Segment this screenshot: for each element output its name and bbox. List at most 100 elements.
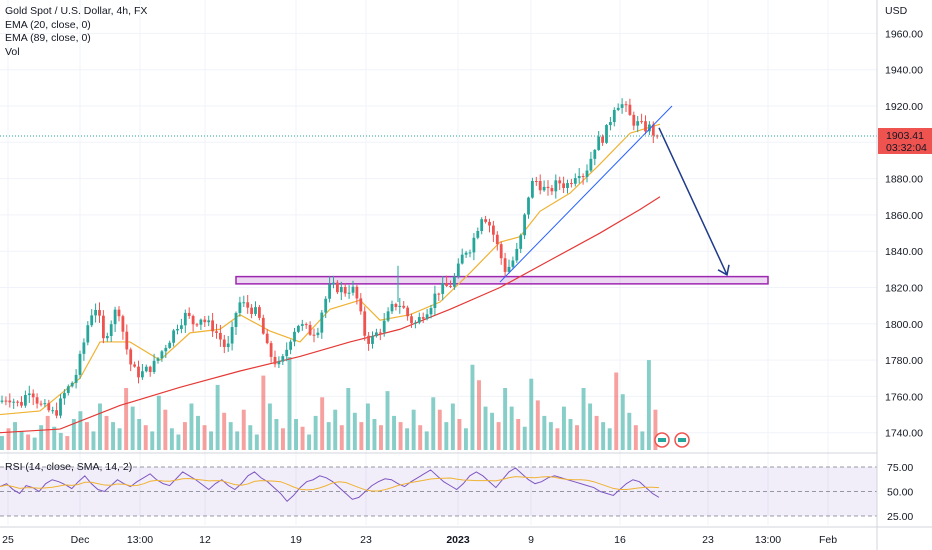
volume-bar xyxy=(91,431,96,450)
candle xyxy=(51,410,55,412)
price-tick-label: 1940.00 xyxy=(885,65,923,77)
volume-bar xyxy=(176,434,181,450)
candle xyxy=(293,331,296,342)
candle xyxy=(70,382,74,387)
candle xyxy=(468,252,472,254)
volume-bar xyxy=(490,412,495,450)
candle xyxy=(460,254,464,264)
candle xyxy=(511,260,515,267)
candle xyxy=(620,104,624,108)
time-tick-label: 16 xyxy=(614,534,626,546)
volume-bar xyxy=(58,432,63,450)
candle xyxy=(31,393,35,398)
candle xyxy=(141,371,144,378)
symbol-title[interactable]: Gold Spot / U.S. Dollar, 4h, FX xyxy=(5,5,148,17)
candle xyxy=(433,293,437,309)
candle xyxy=(43,403,47,405)
candle xyxy=(144,366,148,372)
ema20-legend[interactable]: EMA (20, close, 0) xyxy=(5,18,91,31)
volume-legend[interactable]: Vol xyxy=(5,45,20,58)
candle xyxy=(74,374,78,383)
volume-bar xyxy=(248,425,253,450)
rsi-tick-label: 75.00 xyxy=(887,462,913,474)
candle xyxy=(394,304,398,307)
candle xyxy=(324,298,328,313)
price-tick-label: 1880.00 xyxy=(885,174,923,186)
candle xyxy=(542,186,546,191)
candle xyxy=(105,335,109,339)
drawings xyxy=(0,105,877,283)
candle xyxy=(78,353,82,375)
volume-bar xyxy=(124,388,129,450)
candle xyxy=(406,307,409,317)
candle xyxy=(421,317,425,319)
volume-bar xyxy=(169,428,174,450)
candle xyxy=(593,149,597,159)
time-axis: 25 Dec 13:00 12 19 23 2023 9 16 23 13:00 Feb xyxy=(0,526,932,546)
volume-bar xyxy=(548,422,553,450)
volume-bar xyxy=(150,431,155,450)
volume-bar xyxy=(503,388,508,450)
candle xyxy=(129,349,133,365)
time-tick-label: 25 xyxy=(2,534,14,546)
volume-bar xyxy=(98,403,102,450)
volume-bar xyxy=(653,409,658,450)
candle xyxy=(558,180,562,184)
rsi-tick-label: 25.00 xyxy=(887,511,913,523)
candle xyxy=(375,332,378,337)
price-tick-label: 1840.00 xyxy=(885,246,923,258)
volume-bar xyxy=(209,431,214,450)
volume-bar xyxy=(561,406,566,450)
candle xyxy=(250,307,253,314)
candle xyxy=(445,283,448,286)
candle xyxy=(546,186,550,189)
volume-bar xyxy=(424,431,429,450)
candle xyxy=(195,324,199,326)
price-tick-label: 1960.00 xyxy=(885,28,923,40)
volume-bar xyxy=(84,422,89,450)
volume-bar xyxy=(196,415,200,450)
volume-bar xyxy=(130,406,135,450)
ema89-legend[interactable]: EMA (89, close, 0) xyxy=(5,32,91,44)
candle xyxy=(573,178,577,184)
volume-bar xyxy=(287,357,292,450)
volume-bar xyxy=(228,422,233,450)
candle xyxy=(300,324,304,326)
volume-bar xyxy=(352,412,357,450)
candle xyxy=(172,330,175,343)
volume-bar xyxy=(385,391,390,450)
candle xyxy=(168,342,172,348)
volume-bar xyxy=(280,428,285,450)
volume-bar xyxy=(163,409,168,450)
volume-bar xyxy=(646,360,651,450)
candle xyxy=(414,322,417,324)
candle xyxy=(336,282,339,293)
volume-bar xyxy=(594,415,599,450)
candle xyxy=(499,244,503,259)
time-tick-label: 23 xyxy=(360,534,372,546)
candle xyxy=(355,286,359,299)
candle xyxy=(417,317,421,323)
volume-bar xyxy=(320,397,325,450)
rsi-legend[interactable]: RSI (14, close, SMA, 14, 2) xyxy=(5,461,133,473)
candle xyxy=(456,263,460,277)
volume-bar xyxy=(620,394,625,450)
candle xyxy=(20,401,23,406)
candle xyxy=(472,237,476,253)
candle xyxy=(312,334,316,336)
candle xyxy=(137,366,140,378)
volume-bar xyxy=(379,425,383,450)
candle xyxy=(199,319,203,325)
candle xyxy=(219,332,222,340)
ema20-line xyxy=(0,123,661,416)
volume-bar xyxy=(156,395,161,450)
price-badge xyxy=(878,128,932,154)
volume-bar xyxy=(444,422,449,450)
candle xyxy=(109,324,113,336)
volume-bar xyxy=(137,419,142,450)
volume-bar xyxy=(267,403,272,450)
arrow-head-icon xyxy=(717,264,730,276)
volume-bar xyxy=(529,378,534,450)
candle xyxy=(183,312,187,326)
